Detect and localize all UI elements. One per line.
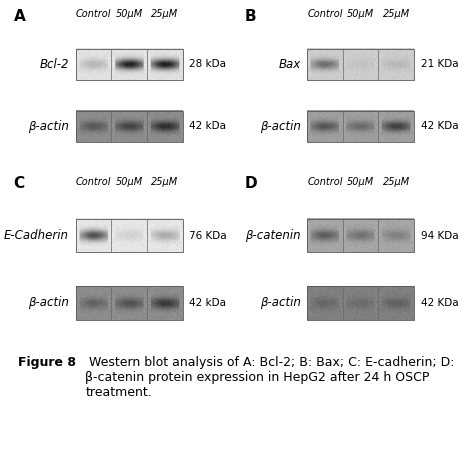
Text: E-Cadherin: E-Cadherin bbox=[4, 229, 69, 242]
Text: 94 KDa: 94 KDa bbox=[420, 231, 458, 241]
Text: β-actin: β-actin bbox=[260, 120, 300, 133]
Text: A: A bbox=[13, 9, 25, 24]
Text: Bax: Bax bbox=[278, 58, 300, 71]
Text: D: D bbox=[245, 176, 257, 191]
Text: B: B bbox=[245, 9, 257, 24]
Bar bbox=[76, 286, 182, 320]
Text: 42 kDa: 42 kDa bbox=[189, 121, 226, 132]
Bar bbox=[307, 111, 414, 142]
Text: 42 KDa: 42 KDa bbox=[420, 121, 458, 132]
Bar bbox=[307, 286, 414, 320]
Text: 25μM: 25μM bbox=[382, 9, 410, 19]
Text: Control: Control bbox=[76, 9, 111, 19]
Text: 21 KDa: 21 KDa bbox=[420, 59, 458, 69]
Text: Control: Control bbox=[76, 176, 111, 187]
Text: β-actin: β-actin bbox=[260, 296, 300, 309]
Text: Western blot analysis of A: Bcl-2; B: Bax; C: E-cadherin; D: β-catenin protein e: Western blot analysis of A: Bcl-2; B: Ba… bbox=[85, 356, 455, 399]
Bar bbox=[76, 111, 182, 142]
Text: β-catenin: β-catenin bbox=[245, 229, 300, 242]
Text: 42 KDa: 42 KDa bbox=[420, 298, 458, 308]
Text: 50μM: 50μM bbox=[347, 9, 374, 19]
Bar bbox=[76, 219, 182, 252]
Text: Control: Control bbox=[307, 176, 343, 187]
Text: 76 KDa: 76 KDa bbox=[189, 231, 227, 241]
Text: β-actin: β-actin bbox=[28, 296, 69, 309]
Text: β-actin: β-actin bbox=[28, 120, 69, 133]
Text: 50μM: 50μM bbox=[116, 9, 143, 19]
Text: 25μM: 25μM bbox=[382, 176, 410, 187]
Text: 50μM: 50μM bbox=[116, 176, 143, 187]
Text: 28 kDa: 28 kDa bbox=[189, 59, 226, 69]
Text: 50μM: 50μM bbox=[347, 176, 374, 187]
Text: Figure 8: Figure 8 bbox=[18, 356, 76, 369]
Text: 25μM: 25μM bbox=[151, 176, 178, 187]
Bar bbox=[76, 49, 182, 80]
Bar bbox=[307, 219, 414, 252]
Text: C: C bbox=[13, 176, 25, 191]
Text: Bcl-2: Bcl-2 bbox=[40, 58, 69, 71]
Text: Control: Control bbox=[307, 9, 343, 19]
Bar bbox=[307, 49, 414, 80]
Text: 42 kDa: 42 kDa bbox=[189, 298, 226, 308]
Text: 25μM: 25μM bbox=[151, 9, 178, 19]
